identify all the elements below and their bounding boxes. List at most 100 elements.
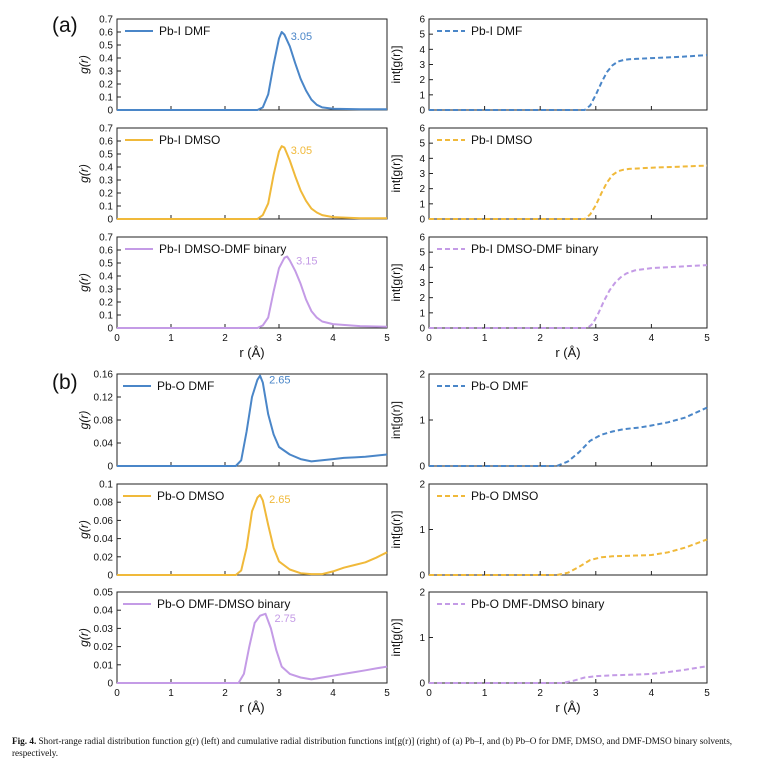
x-axis-label: r (Å) bbox=[555, 700, 580, 715]
y-tick-label: 0.3 bbox=[99, 285, 113, 296]
legend-label: Pb-O DMSO bbox=[157, 489, 224, 503]
peak-data-label: 3.05 bbox=[291, 145, 312, 157]
series-line bbox=[429, 665, 708, 684]
peak-data-label: 3.05 bbox=[291, 31, 312, 43]
series-line bbox=[117, 31, 387, 111]
x-tick-label: 1 bbox=[168, 688, 174, 699]
y-tick-label: 0.3 bbox=[99, 67, 113, 78]
x-tick-label: 2 bbox=[222, 688, 228, 699]
panel-a-left-row: 00.10.20.30.40.50.60.70 1 2 3 4 5g(r)r (Å)Pb-… bbox=[77, 233, 390, 361]
panel-a-right-row: 0 1 2 3 4 5 6 int[g(r)] Pb-I DMF bbox=[389, 15, 708, 117]
x-tick-label: 0 bbox=[114, 333, 120, 344]
y-tick-label: 0.05 bbox=[94, 588, 114, 599]
x-tick-label: 3 bbox=[593, 688, 599, 699]
plot-frame bbox=[116, 483, 388, 576]
y-tick-label: 1 bbox=[419, 416, 425, 427]
legend-label: Pb-O DMF-DMSO binary bbox=[157, 597, 290, 611]
y-tick-label: 0.06 bbox=[94, 516, 114, 527]
series-line bbox=[117, 374, 388, 467]
y-tick-label: 2 bbox=[419, 588, 425, 599]
x-axis-label: r (Å) bbox=[555, 345, 580, 360]
panel-a-left-row: 0 0.1 0.2 0.3 0.4 0.5 0.6 0.7 g(r) Pb-I DMF 3.05 bbox=[77, 15, 388, 117]
y-tick-label: 5 bbox=[419, 30, 425, 41]
y-tick-label: 0.16 bbox=[94, 370, 114, 381]
y-tick-label: 0 bbox=[107, 462, 113, 473]
legend-label: Pb-O DMF-DMSO binary bbox=[471, 597, 604, 611]
y-tick-label: 6 bbox=[419, 233, 425, 244]
series-line bbox=[429, 54, 708, 111]
series-line bbox=[429, 264, 708, 329]
y-tick-label: 0 bbox=[419, 462, 425, 473]
x-tick-label: 3 bbox=[276, 688, 282, 699]
y-tick-label: 0.02 bbox=[94, 552, 114, 563]
y-tick-label: 2 bbox=[419, 293, 425, 304]
y-axis-label: int[g(r)] bbox=[389, 154, 403, 192]
y-tick-label: 4 bbox=[419, 263, 425, 274]
x-tick-label: 2 bbox=[222, 333, 228, 344]
peak-data-label: 2.65 bbox=[269, 375, 290, 387]
y-axis-label: g(r) bbox=[77, 520, 91, 539]
y-tick-label: 0 bbox=[419, 106, 425, 117]
y-tick-label: 5 bbox=[419, 139, 425, 150]
y-axis-label: g(r) bbox=[77, 411, 91, 430]
y-tick-label: 1 bbox=[419, 308, 425, 319]
y-axis-label: int[g(r)] bbox=[389, 263, 403, 301]
y-tick-label: 2 bbox=[419, 184, 425, 195]
y-tick-label: 0 bbox=[107, 679, 113, 690]
y-tick-label: 0 bbox=[419, 571, 425, 582]
x-tick-label: 3 bbox=[593, 333, 599, 344]
series-line bbox=[429, 538, 708, 576]
y-tick-label: 0 bbox=[107, 571, 113, 582]
x-tick-label: 2 bbox=[537, 333, 543, 344]
y-tick-label: 0.04 bbox=[94, 606, 114, 617]
legend-label: Pb-I DMF bbox=[471, 24, 522, 38]
x-tick-label: 5 bbox=[384, 688, 390, 699]
series-line bbox=[429, 406, 708, 467]
panel-a-right-row: 0 1 2 3 4 5 6 0 1 2 3 4 5 int[g(r)] r (Å) Pb-I DMSO-DMF… bbox=[389, 233, 710, 361]
legend-label: Pb-I DMSO bbox=[471, 133, 532, 147]
x-tick-label: 5 bbox=[704, 333, 710, 344]
y-tick-label: 0.5 bbox=[99, 150, 113, 161]
y-tick-label: 0.02 bbox=[94, 642, 114, 653]
y-tick-label: 0.2 bbox=[99, 298, 113, 309]
y-tick-label: 0 bbox=[107, 324, 113, 335]
x-tick-label: 0 bbox=[114, 688, 120, 699]
series-line bbox=[117, 255, 388, 329]
legend-label: Pb-I DMSO-DMF binary bbox=[471, 242, 598, 256]
y-axis-label: int[g(r)] bbox=[389, 45, 403, 83]
y-tick-label: 0.7 bbox=[99, 15, 113, 26]
legend-label: Pb-I DMF bbox=[159, 24, 210, 38]
figure-canvas: (a)00.10.20.30.40.50.60.7g(r)Pb-I DMF 3.0… bbox=[52, 14, 710, 716]
y-tick-label: 0.5 bbox=[99, 259, 113, 270]
y-tick-label: 0.6 bbox=[99, 137, 113, 148]
panel-b-left-row: 0 0.01 0.02 0.03 0.04 0.05 0 1 2 3 4 5 g(r) r (Å) Pb-O… bbox=[77, 588, 390, 716]
y-tick-label: 1 bbox=[419, 199, 425, 210]
panel-b-right-row: 0 1 2 int[g(r)] Pb-O DMF bbox=[389, 370, 708, 473]
x-tick-label: 1 bbox=[482, 688, 488, 699]
y-tick-label: 0.1 bbox=[99, 311, 113, 322]
y-axis-label: g(r) bbox=[77, 164, 91, 183]
y-tick-label: 0.08 bbox=[94, 416, 114, 427]
x-tick-label: 1 bbox=[168, 333, 174, 344]
y-tick-label: 3 bbox=[419, 278, 425, 289]
panel-tag-a: (a) bbox=[52, 14, 78, 37]
peak-data-label: 3.15 bbox=[296, 256, 317, 268]
series-line bbox=[117, 612, 388, 684]
y-tick-label: 0.08 bbox=[94, 498, 114, 509]
peak-data-label: 2.65 bbox=[269, 494, 290, 506]
x-tick-label: 0 bbox=[426, 333, 432, 344]
y-tick-label: 0 bbox=[419, 324, 425, 335]
panel-a: (a)00.10.20.30.40.50.60.7g(r)Pb-I DMF 3.0… bbox=[52, 14, 710, 360]
series-line bbox=[117, 493, 388, 576]
y-tick-label: 0.03 bbox=[94, 624, 114, 635]
y-tick-label: 0.7 bbox=[99, 233, 113, 244]
x-tick-label: 1 bbox=[482, 333, 488, 344]
panel-b-right-row: 0 1 2 int[g(r)] Pb-O DMSO bbox=[389, 480, 708, 582]
y-tick-label: 0.4 bbox=[99, 163, 113, 174]
y-axis-label: g(r) bbox=[77, 628, 91, 647]
x-tick-label: 4 bbox=[649, 333, 655, 344]
legend-label: Pb-O DMF bbox=[471, 379, 528, 393]
series-line bbox=[117, 145, 387, 220]
legend-label: Pb-O DMSO bbox=[471, 489, 538, 503]
y-tick-label: 0.2 bbox=[99, 80, 113, 91]
